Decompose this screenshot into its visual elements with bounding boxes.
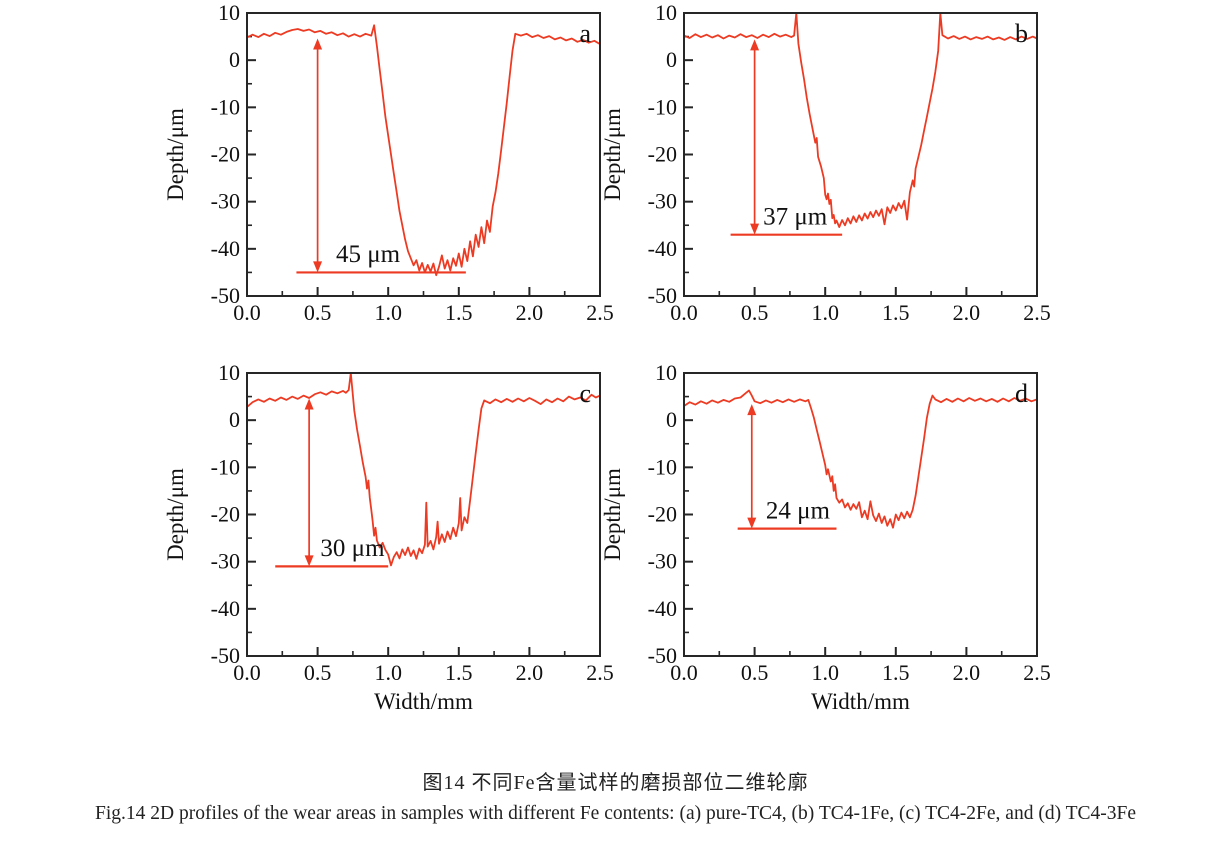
- chart-panel-c: 0.0 0.5 1.0 1.5 2.0 2.5 10 0 -10 -20 -30 -40 -50 Dept…: [163, 360, 614, 714]
- y-tick-label: 0: [229, 407, 240, 432]
- y-tick-label: 10: [218, 360, 240, 385]
- caption-chinese: 图14 不同Fe含量试样的磨损部位二维轮廓: [422, 772, 809, 794]
- depth-arrowhead-down: [747, 517, 757, 529]
- y-tick-label: -40: [648, 596, 677, 621]
- y-tick-label: -20: [648, 142, 677, 167]
- panel-letter: a: [579, 19, 591, 48]
- x-tick-label: 1.0: [811, 300, 839, 325]
- x-tick-label: 0.0: [670, 300, 698, 325]
- depth-arrowhead-down: [750, 223, 760, 235]
- y-axis-title: Depth/μm: [163, 108, 188, 201]
- x-tick-label: 2.5: [1023, 660, 1051, 685]
- y-tick-label: -50: [648, 283, 677, 308]
- y-tick-label: -10: [211, 94, 240, 119]
- x-tick-label: 2.0: [516, 660, 544, 685]
- y-tick-label: 0: [666, 407, 677, 432]
- y-tick-label: -50: [211, 643, 240, 668]
- chart-panel-d: 0.0 0.5 1.0 1.5 2.0 2.5 10 0 -10 -20 -30 -40 -50 Dept…: [600, 360, 1051, 714]
- x-tick-label: 0.0: [233, 300, 261, 325]
- depth-arrowhead-up: [313, 38, 323, 50]
- y-tick-label: 10: [655, 360, 677, 385]
- x-tick-label: 1.0: [374, 660, 402, 685]
- x-tick-label: 2.5: [586, 300, 614, 325]
- y-axis-title: Depth/μm: [600, 108, 625, 201]
- x-tick-label: 1.0: [374, 300, 402, 325]
- y-tick-label: -10: [648, 454, 677, 479]
- profile-trace: [246, 24, 601, 277]
- depth-value-label: 30 μm: [320, 535, 385, 562]
- y-tick-label: -20: [211, 502, 240, 527]
- panel-letter: b: [1015, 19, 1028, 48]
- y-tick-label: -20: [648, 502, 677, 527]
- y-axis-title: Depth/μm: [163, 468, 188, 561]
- x-tick-label: 0.0: [670, 660, 698, 685]
- x-axis-title: Width/mm: [374, 689, 473, 714]
- y-tick-label: -50: [648, 643, 677, 668]
- y-tick-label: -30: [211, 549, 240, 574]
- y-tick-label: -10: [648, 94, 677, 119]
- plot-border: [683, 372, 1038, 657]
- depth-arrowhead-up: [747, 404, 757, 416]
- x-tick-label: 2.0: [953, 660, 981, 685]
- x-tick-label: 2.0: [953, 300, 981, 325]
- y-tick-label: -40: [211, 596, 240, 621]
- x-tick-label: 0.5: [304, 300, 332, 325]
- depth-arrowhead-down: [304, 555, 314, 567]
- x-tick-label: 0.5: [741, 300, 769, 325]
- depth-value-label: 45 μm: [336, 241, 401, 268]
- chart-panel-a: 0.0 0.5 1.0 1.5 2.0 2.5 10 0 -10 -20 -30 -40 -50 Dept…: [163, 0, 614, 325]
- caption-english: Fig.14 2D profiles of the wear areas in …: [94, 803, 1137, 824]
- panel-letter: d: [1015, 379, 1028, 408]
- y-tick-label: 0: [666, 47, 677, 72]
- x-tick-label: 2.5: [586, 660, 614, 685]
- y-tick-label: 10: [655, 0, 677, 25]
- y-tick-label: -20: [211, 142, 240, 167]
- profile-trace: [683, 12, 1038, 229]
- profile-trace: [683, 389, 1038, 529]
- y-tick-label: -30: [648, 189, 677, 214]
- depth-value-label: 37 μm: [763, 203, 828, 230]
- y-tick-label: -30: [211, 189, 240, 214]
- y-tick-label: -40: [211, 236, 240, 261]
- x-axis-title: Width/mm: [811, 689, 910, 714]
- depth-arrowhead-up: [304, 398, 314, 410]
- plot-border: [246, 372, 601, 657]
- x-tick-label: 0.5: [304, 660, 332, 685]
- depth-arrowhead-up: [750, 39, 760, 51]
- plot-border: [683, 12, 1038, 297]
- x-tick-label: 0.5: [741, 660, 769, 685]
- profile-trace: [246, 372, 601, 567]
- x-tick-label: 1.5: [445, 300, 473, 325]
- plot-border: [246, 12, 601, 297]
- y-tick-label: -10: [211, 454, 240, 479]
- x-tick-label: 2.5: [1023, 300, 1051, 325]
- y-tick-label: 10: [218, 0, 240, 25]
- y-tick-label: -40: [648, 236, 677, 261]
- x-tick-label: 1.0: [811, 660, 839, 685]
- x-tick-label: 1.5: [882, 660, 910, 685]
- chart-panel-b: 0.0 0.5 1.0 1.5 2.0 2.5 10 0 -10 -20 -30 -40 -50 Dept…: [600, 0, 1051, 325]
- depth-value-label: 24 μm: [766, 497, 831, 524]
- depth-arrowhead-down: [313, 261, 323, 273]
- y-tick-label: 0: [229, 47, 240, 72]
- y-tick-label: -30: [648, 549, 677, 574]
- y-tick-label: -50: [211, 283, 240, 308]
- x-tick-label: 1.5: [445, 660, 473, 685]
- x-tick-label: 1.5: [882, 300, 910, 325]
- panel-letter: c: [579, 379, 591, 408]
- y-axis-title: Depth/μm: [600, 468, 625, 561]
- x-tick-label: 2.0: [516, 300, 544, 325]
- x-tick-label: 0.0: [233, 660, 261, 685]
